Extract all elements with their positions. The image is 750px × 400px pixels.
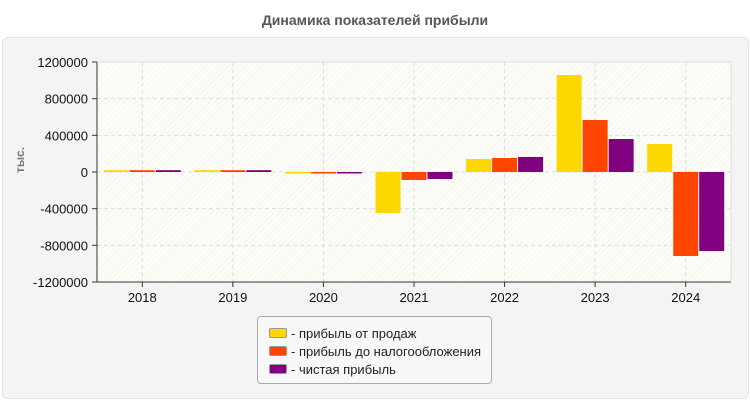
legend-swatch (269, 346, 287, 356)
bar (103, 170, 129, 172)
y-axis-label: тыс. (13, 147, 27, 173)
bar (647, 144, 673, 172)
x-tick-label: 2021 (400, 290, 429, 305)
bar (336, 172, 362, 174)
y-tick-label: 0 (81, 165, 88, 180)
legend-label: - прибыль до налогообложения (291, 343, 482, 359)
y-tick-label: 1200000 (37, 55, 88, 70)
bar (427, 172, 453, 179)
x-tick-label: 2018 (128, 290, 157, 305)
bar (608, 139, 634, 172)
legend-item: - чистая прибыль (269, 361, 396, 377)
y-tick-label: -1200000 (33, 275, 88, 290)
legend-item: - прибыль от продаж (269, 325, 416, 341)
x-tick-label: 2019 (218, 290, 247, 305)
bar (194, 170, 220, 172)
bar (129, 170, 155, 172)
bar (220, 170, 246, 172)
bar (492, 157, 518, 172)
bar (582, 120, 608, 172)
y-tick-label: -800000 (40, 238, 88, 253)
bar (375, 172, 401, 213)
legend-label: - чистая прибыль (291, 361, 396, 377)
legend: - прибыль от продаж - прибыль до налогоо… (257, 316, 492, 384)
bar (518, 156, 544, 172)
legend-swatch (269, 328, 287, 338)
bar (556, 75, 582, 172)
bar (699, 172, 725, 252)
legend-label: - прибыль от продаж (291, 325, 417, 341)
y-tick-label: -400000 (40, 202, 88, 217)
bar (310, 172, 336, 174)
legend-swatch (269, 364, 287, 374)
y-tick-label: 400000 (45, 128, 88, 143)
x-tick-label: 2023 (581, 290, 610, 305)
bar (401, 172, 427, 180)
bar (246, 170, 272, 172)
x-tick-label: 2020 (309, 290, 338, 305)
bar (284, 172, 310, 174)
bar (466, 158, 492, 172)
legend-item: - прибыль до налогообложения (269, 343, 481, 359)
chart-title: Динамика показателей прибыли (261, 12, 489, 28)
x-tick-label: 2024 (671, 290, 700, 305)
x-tick-label: 2022 (490, 290, 519, 305)
bar (673, 172, 699, 256)
bar (155, 170, 181, 172)
y-tick-label: 800000 (45, 92, 88, 107)
